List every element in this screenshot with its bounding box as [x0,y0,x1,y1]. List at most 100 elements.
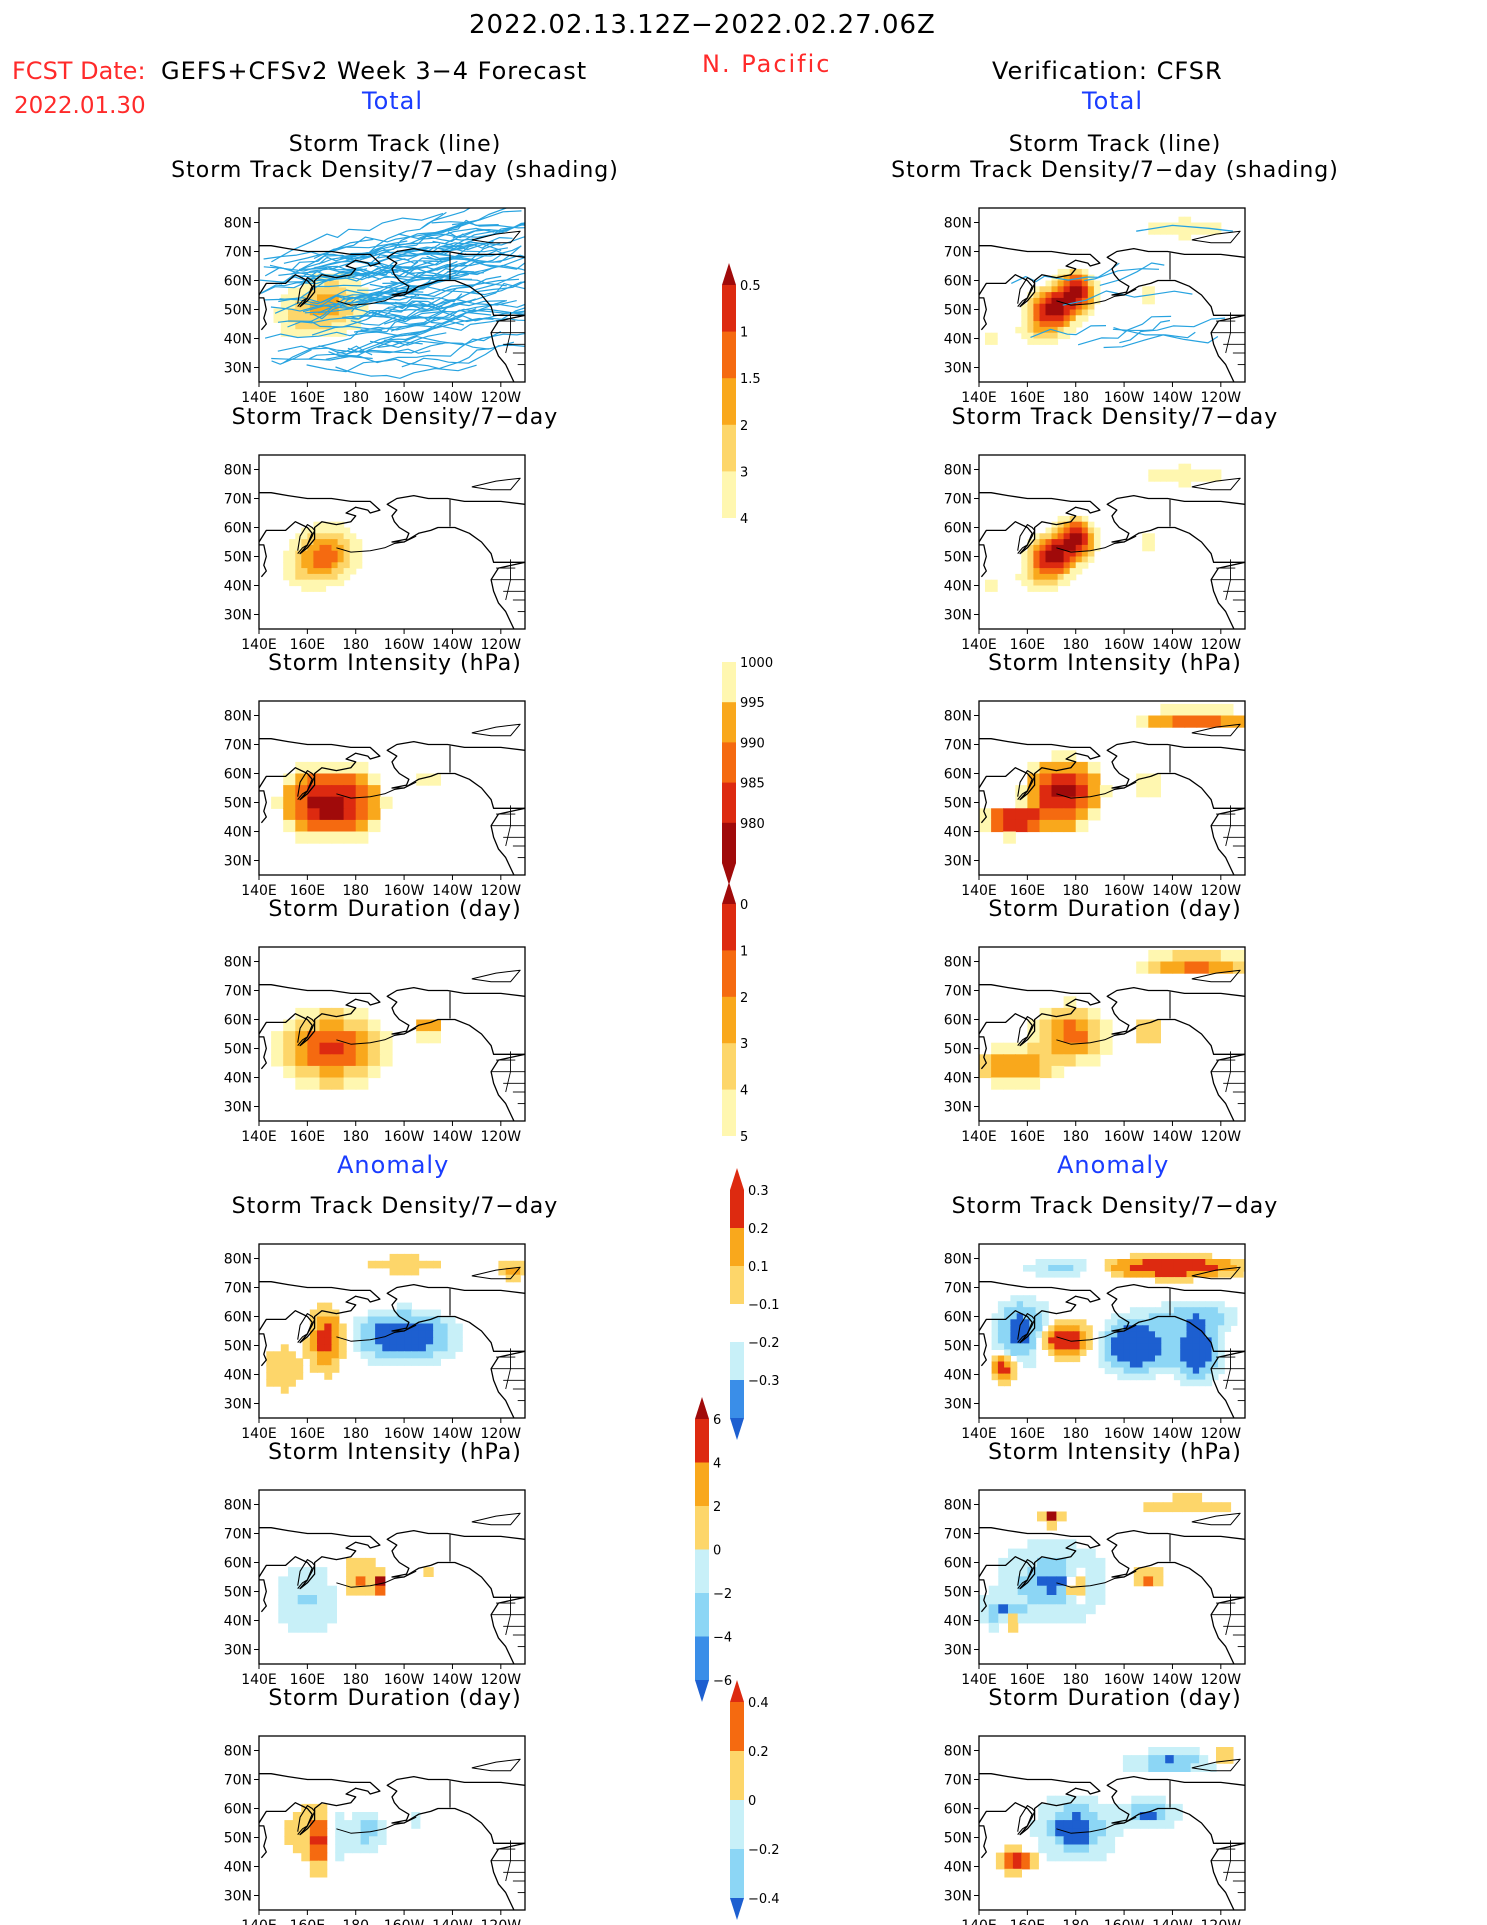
anomaly-cell [288,1585,299,1596]
lon-tick-label: 140W [1152,883,1193,899]
density-cell [1057,321,1065,328]
anomaly-cell [377,1820,387,1829]
anomaly-cell [1180,1277,1188,1284]
anomaly-cell [520,1260,525,1269]
map-frame [258,1243,526,1419]
density-cell [295,573,302,581]
density-cell [309,294,318,302]
density-cell [1075,292,1083,299]
duration-cell [319,1019,333,1032]
anomaly-cell [1037,1548,1048,1559]
storm-track-line [401,344,525,368]
lat-tick-label: 50N [944,1339,972,1355]
density-cell [1081,544,1089,552]
anomaly-cell [1205,1319,1213,1326]
density-cell [1166,475,1173,482]
storm-track-line [434,208,509,234]
colorbar-arrow [722,640,736,662]
duration-cell [416,1019,429,1032]
anomaly-cell [292,1844,302,1854]
anomaly-cell [1023,1319,1030,1326]
density-cell [343,573,351,581]
anomaly-cell [1199,1252,1206,1260]
density-cell [325,562,333,569]
density-cell [1069,292,1077,299]
anomaly-cell [324,1337,333,1345]
anomaly-cell [369,1836,379,1845]
lat-tick-label: 80N [944,1252,972,1268]
duration-cell [1075,1054,1089,1067]
storm-track-line [383,310,525,341]
lon-tick-label: 120W [1201,390,1242,406]
lon-tick-label: 160W [384,1672,425,1688]
anomaly-cell [382,1344,391,1352]
lat-tick-label: 60N [944,1013,972,1029]
anomaly-cell [1155,1367,1162,1375]
anomaly-cell [377,1828,387,1837]
anomaly-cell [1037,1595,1048,1605]
density-cell [295,579,302,587]
anomaly-cell [418,1337,427,1345]
density-cell [1087,280,1095,287]
anomaly-cell [1190,1747,1200,1756]
anomaly-cell [1167,1271,1175,1278]
lon-tick-label: 160E [290,1672,326,1688]
density-cell [295,562,302,569]
anomaly-cell [1148,1349,1156,1356]
anomaly-cell [1180,1367,1188,1375]
lon-tick-label: 140E [961,637,997,653]
anomaly-cell [335,1820,345,1829]
anomaly-cell [1230,1319,1238,1326]
anomaly-cell [389,1323,398,1332]
anomaly-cell [1010,1373,1018,1381]
anomaly-cell [346,1557,357,1568]
duration-cell [979,1065,992,1079]
anomaly-cell [1023,1361,1030,1369]
intensity-cell [1075,796,1089,809]
duration-cell [1051,1054,1065,1067]
anomaly-cell [425,1344,434,1352]
anomaly-cell [1067,1343,1074,1350]
intensity-cell [331,761,345,775]
anomaly-cell [1139,1755,1149,1764]
density-cell [1087,297,1095,305]
anomaly-cell [1129,1252,1137,1260]
anomaly-cell [1027,1585,1038,1596]
anomaly-cell [997,1337,1005,1344]
anomaly-cell [1211,1313,1219,1320]
anomaly-cell [309,1351,318,1359]
anomaly-cell [1186,1271,1194,1278]
anomaly-cell [1199,1265,1206,1272]
lon-tick-label: 160E [1010,883,1046,899]
anomaly-cell [1122,1803,1132,1813]
anomaly-cell [295,1372,304,1380]
density-cell [1148,544,1155,552]
anomaly-cell [326,1613,337,1624]
anomaly-cell [301,1844,311,1854]
anomaly-cell [1046,1836,1056,1845]
anomaly-cell [1165,1820,1175,1829]
anomaly-cell [1167,1252,1175,1260]
lat-tick-label: 40N [944,1071,972,1087]
intensity-cell [295,761,308,775]
density-cell [1148,469,1155,476]
colorbar-segment [722,996,736,1044]
density-cell [1027,573,1034,581]
anomaly-cell [1035,1319,1043,1326]
colorbar-arrow [722,1136,736,1158]
anomaly-cell [1029,1325,1037,1332]
anomaly-cell [1054,1271,1062,1278]
colorbar-segment [730,1190,744,1229]
anomaly-cell [1041,1343,1049,1350]
anomaly-cell [433,1323,441,1332]
intensity-cell [295,831,308,844]
anomaly-cell [389,1351,398,1359]
storm-track-line [367,308,477,320]
anomaly-cell [1017,1557,1028,1568]
anomaly-cell [309,1323,318,1332]
anomaly-cell [1080,1852,1090,1862]
lat-tick-label: 70N [944,492,972,508]
anomaly-cell [1148,1795,1158,1805]
anomaly-cell [1153,1502,1164,1513]
anomaly-cell [307,1613,318,1624]
